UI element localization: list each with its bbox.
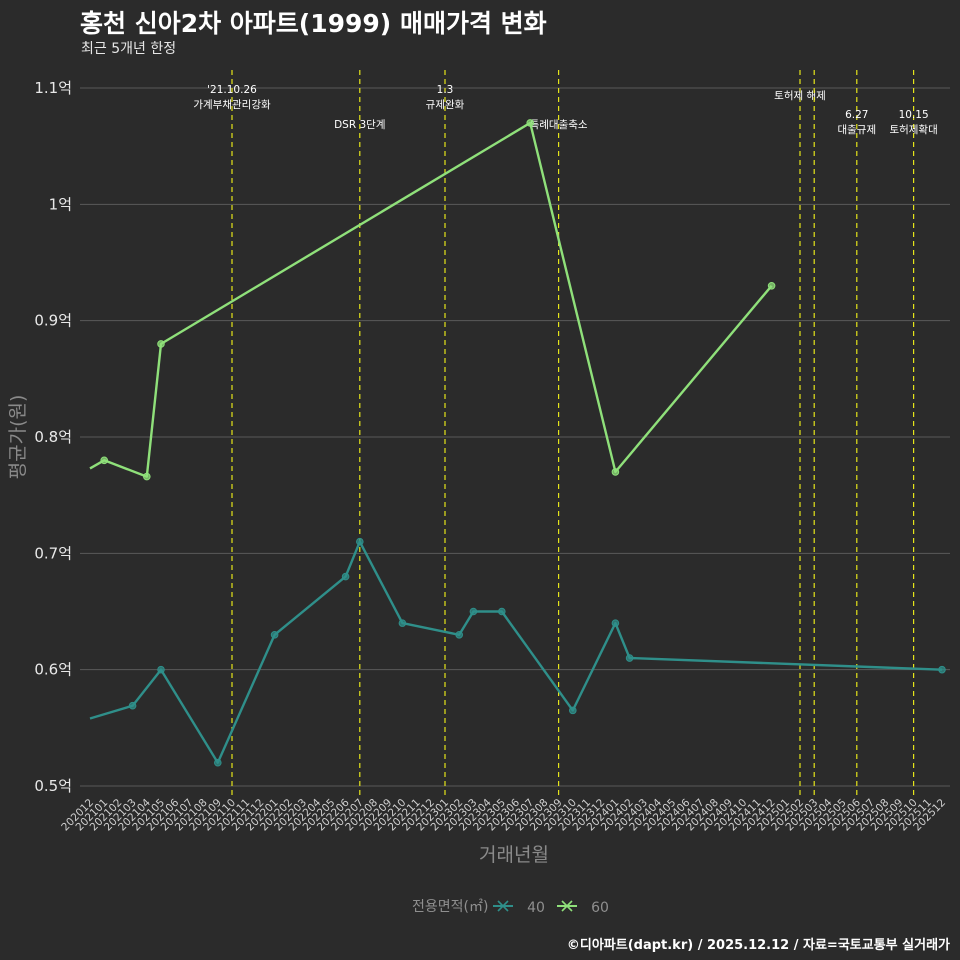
y-tick-label: 1억 [49, 195, 72, 213]
data-point-40 [270, 630, 279, 639]
data-point-40 [938, 665, 946, 674]
y-tick-label: 0.9억 [34, 312, 72, 330]
legend-key-60 [557, 900, 577, 912]
y-tick-label: 0.8억 [34, 428, 72, 446]
y-tick-label: 1.1억 [34, 79, 72, 97]
data-point-40 [398, 619, 407, 627]
grid-layer [80, 87, 950, 787]
data-point-60 [611, 468, 620, 476]
x-axis-title: 거래년월 [479, 844, 549, 866]
legend: 전용면적(㎡) 40 60 [412, 899, 609, 916]
data-point-40 [455, 630, 464, 639]
y-tick-label: 0.7억 [34, 544, 72, 562]
event-label: 토허제확대 [889, 123, 937, 136]
data-point-60 [100, 456, 108, 465]
series-line-60 [89, 121, 773, 478]
data-point-40 [356, 537, 364, 546]
y-axis-title: 평균가(원) [7, 395, 29, 480]
event-label: 대출규제 [837, 124, 876, 136]
x-axis-ticks: 2020122021012021022021032021042021052021… [59, 796, 948, 833]
chart-title: 홍천 신아2차 아파트(1999) 매매가격 변화 [80, 9, 547, 38]
series-layer [89, 119, 946, 767]
y-axis-ticks: 0.5억 0.6억 0.7억 0.8억 0.9억 1억 1.1억 [34, 79, 72, 795]
event-label: 6.27 [845, 109, 868, 121]
event-label: 10.15 [899, 109, 929, 121]
data-point-40 [625, 654, 634, 662]
legend-label: 40 [527, 900, 545, 916]
data-point-40 [569, 706, 577, 715]
data-point-40 [611, 619, 620, 627]
event-label: DSR 3단계 [334, 119, 385, 131]
legend-title: 전용면적(㎡) [412, 899, 488, 915]
legend-key-cross [561, 900, 573, 912]
event-label: 1.3 [437, 84, 454, 96]
event-label: 가계부채관리강화 [193, 99, 271, 111]
data-point-40 [157, 665, 165, 674]
data-point-40 [469, 607, 478, 616]
chart-subtitle: 최근 5개년 한정 [81, 41, 177, 57]
event-label: 토허제 해제 [774, 89, 826, 102]
legend-label: 60 [591, 900, 609, 916]
data-point-60 [157, 340, 165, 348]
y-tick-label: 0.6억 [34, 661, 72, 679]
event-label: 특례대출축소 [530, 119, 588, 131]
data-point-60 [143, 472, 151, 481]
y-tick-label: 0.5억 [34, 777, 72, 795]
data-point-60 [767, 281, 776, 290]
legend-key-cross [497, 900, 509, 912]
data-point-40 [341, 572, 350, 581]
data-point-40 [498, 607, 506, 616]
legend-key-40 [493, 900, 513, 912]
data-point-40 [214, 758, 222, 767]
data-point-60 [526, 119, 535, 127]
event-label: '21.10.26 [207, 84, 257, 96]
event-label: 규제완화 [426, 98, 465, 111]
source-caption: ©디아파트(dapt.kr) / 2025.12.12 / 자료=국토교통부 실… [566, 938, 950, 953]
data-point-40 [128, 701, 137, 710]
